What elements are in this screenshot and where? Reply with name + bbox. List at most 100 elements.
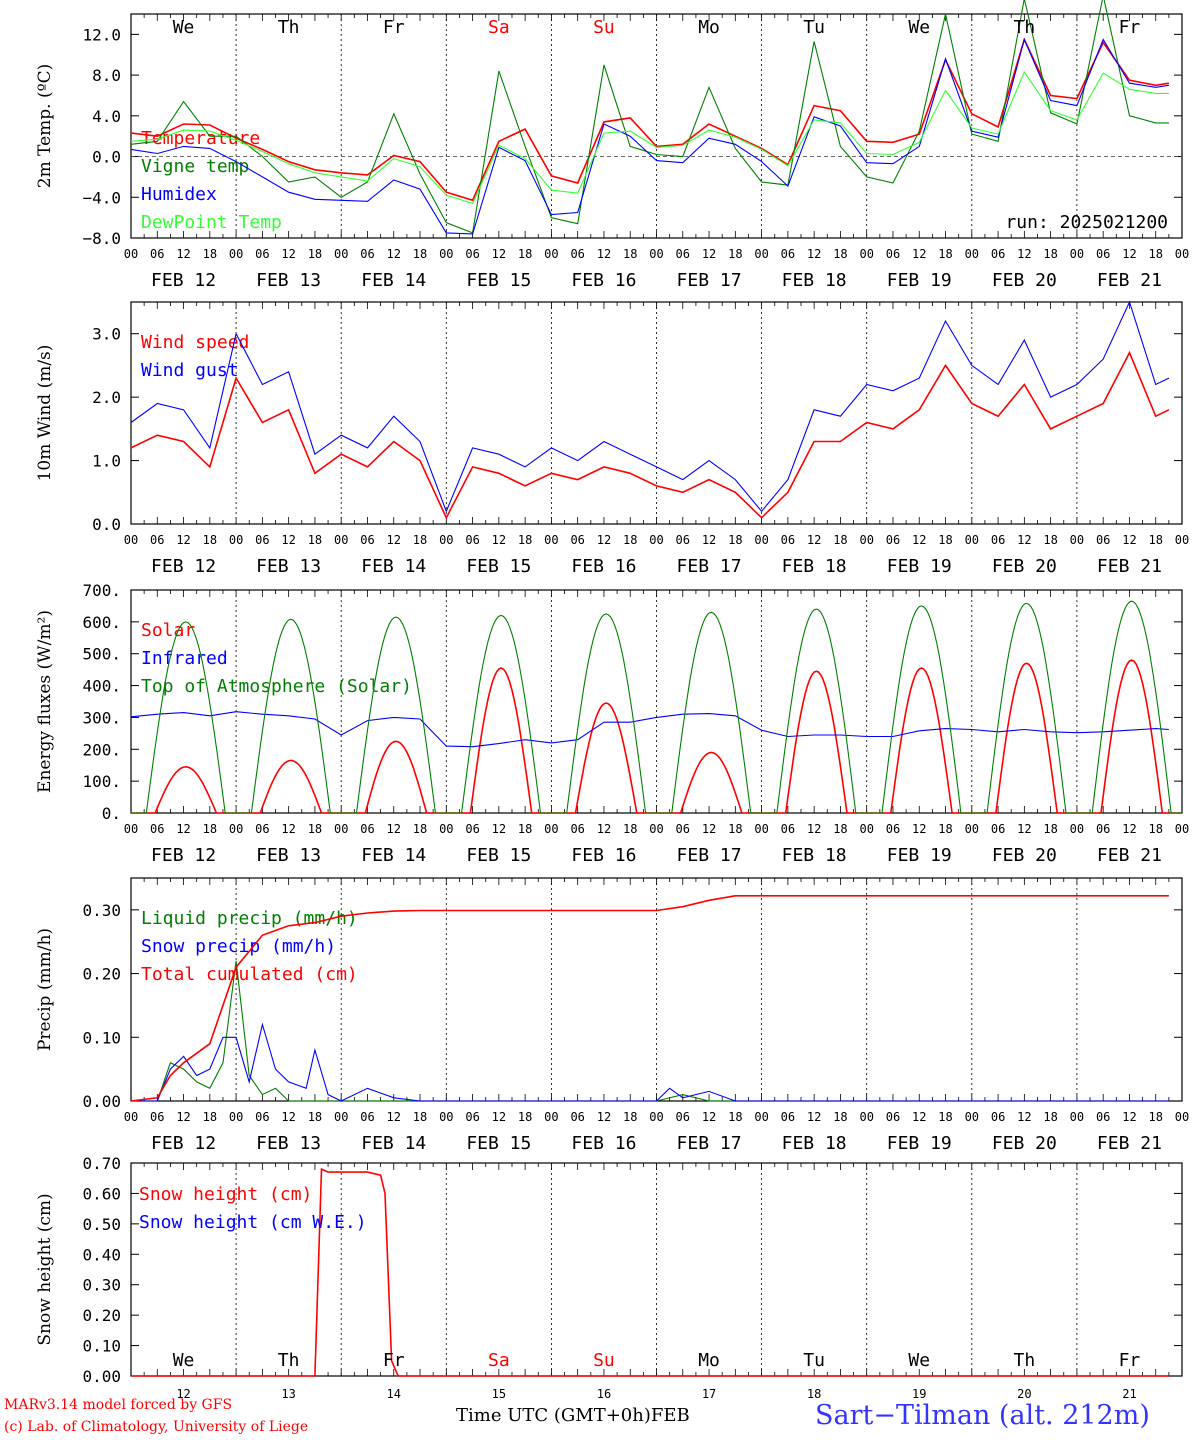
x-tick-label: 06	[991, 533, 1005, 547]
date-label: FEB 17	[677, 270, 742, 291]
y-tick-label: 0.50	[82, 1215, 121, 1234]
date-label: FEB 14	[361, 1133, 426, 1154]
x-tick-label: 06	[676, 533, 690, 547]
x-tick-label: 12	[1122, 1110, 1136, 1124]
date-label: FEB 12	[151, 1133, 216, 1154]
x-tick-label: 06	[991, 822, 1005, 836]
date-label: FEB 19	[887, 556, 952, 577]
x-tick-label: 06	[781, 822, 795, 836]
date-label: FEB 17	[677, 845, 742, 866]
y-tick-label: 0.40	[82, 1245, 121, 1264]
series-line	[130, 70, 1169, 205]
x-tick-label: 06	[255, 533, 269, 547]
x-tick-label: 06	[255, 247, 269, 261]
x-tick-label: 18	[518, 533, 532, 547]
x-tick-label: 12	[597, 533, 611, 547]
x-tick-label: 18	[518, 247, 532, 261]
y-axis-title: 2m Temp. (ºC)	[35, 64, 55, 189]
x-tick-label: 00	[649, 1110, 663, 1124]
date-label: FEB 16	[571, 845, 636, 866]
x-tick-label: 18	[833, 1110, 847, 1124]
x-tick-label: 00	[439, 1110, 453, 1124]
x-tick-label: 00	[965, 247, 979, 261]
x-tick-label: 00	[1070, 822, 1084, 836]
series-line	[131, 600, 1182, 814]
y-tick-label: 4.0	[92, 107, 121, 126]
date-label: FEB 17	[677, 556, 742, 577]
day-label: We	[173, 17, 195, 38]
day-label: Su	[593, 1350, 615, 1371]
x-tick-label: 06	[991, 1110, 1005, 1124]
panel-2: 0.0 1.0 2.0 3.0 10m Wind (m/s) 00 06 12 18 00 06 12…	[35, 300, 1189, 577]
date-label: FEB 12	[151, 845, 216, 866]
x-tick-label: 06	[570, 247, 584, 261]
x-tick-label: 12	[912, 247, 926, 261]
series-line	[131, 960, 1169, 1102]
x-tick-label: 00	[334, 247, 348, 261]
legend-entry: Wind speed	[141, 332, 249, 353]
lab-credit: (c) Lab. of Climatology, University of L…	[4, 1419, 309, 1435]
x-tick-label: 18	[308, 822, 322, 836]
legend-entry: Top of Atmosphere (Solar)	[141, 676, 412, 697]
x-tick-label: 00	[649, 822, 663, 836]
x-tick-label: 12	[702, 533, 716, 547]
legend-entry: Infrared	[141, 648, 228, 669]
x-tick-label: 12	[281, 247, 295, 261]
series-line	[131, 1022, 1169, 1102]
x-tick-label: 12	[807, 533, 821, 547]
x-tick-label: 18	[413, 533, 427, 547]
x-tick-label: 00	[124, 822, 138, 836]
x-tick-label: 00	[229, 1110, 243, 1124]
day-label: Th	[1014, 1350, 1036, 1371]
x-tick-label: 06	[465, 247, 479, 261]
date-label: FEB 21	[1097, 1133, 1162, 1154]
x-tick-label: 06	[676, 247, 690, 261]
x-tick-label: 18	[623, 247, 637, 261]
x-tick-label: 06	[886, 1110, 900, 1124]
x-tick-label: 12	[387, 533, 401, 547]
x-tick-label: 12	[702, 1110, 716, 1124]
day-number: 14	[387, 1387, 401, 1401]
x-tick-label: 18	[308, 1110, 322, 1124]
date-label: FEB 15	[466, 845, 531, 866]
day-label: Sa	[488, 17, 510, 38]
x-tick-label: 00	[754, 247, 768, 261]
y-tick-label: 200.	[82, 740, 121, 759]
x-tick-label: 06	[676, 1110, 690, 1124]
x-tick-label: 00	[334, 1110, 348, 1124]
day-label: We	[173, 1350, 195, 1371]
x-tick-label: 00	[124, 247, 138, 261]
x-tick-label: 06	[150, 1110, 164, 1124]
x-tick-label: 12	[492, 822, 506, 836]
date-label: FEB 19	[887, 270, 952, 291]
x-tick-label: 18	[308, 533, 322, 547]
x-tick-label: 12	[597, 247, 611, 261]
x-tick-label: 18	[728, 822, 742, 836]
date-label: FEB 20	[992, 845, 1057, 866]
x-tick-label: 00	[1175, 533, 1189, 547]
date-label: FEB 19	[887, 845, 952, 866]
x-tick-label: 18	[1148, 1110, 1162, 1124]
panel-4: 0.00 0.10 0.20 0.30 Precip (mm/h) 00 06 12 18 00 0…	[35, 877, 1189, 1154]
x-tick-label: 06	[570, 822, 584, 836]
x-tick-label: 18	[623, 822, 637, 836]
series-line	[130, 37, 1169, 235]
series-line	[130, 37, 1170, 202]
x-tick-label: 06	[781, 1110, 795, 1124]
x-tick-label: 12	[1122, 822, 1136, 836]
x-tick-label: 00	[859, 1110, 873, 1124]
day-number: 12	[176, 1387, 190, 1401]
day-label: Fr	[383, 17, 405, 38]
x-tick-label: 00	[754, 533, 768, 547]
x-tick-label: 06	[465, 1110, 479, 1124]
day-label: Tu	[803, 1350, 825, 1371]
x-tick-label: 06	[781, 533, 795, 547]
x-tick-label: 00	[1175, 822, 1189, 836]
x-tick-label: 00	[229, 247, 243, 261]
x-tick-label: 18	[1043, 533, 1057, 547]
x-tick-label: 12	[912, 533, 926, 547]
x-tick-label: 00	[965, 1110, 979, 1124]
day-number: 19	[912, 1387, 926, 1401]
x-tick-label: 00	[859, 822, 873, 836]
